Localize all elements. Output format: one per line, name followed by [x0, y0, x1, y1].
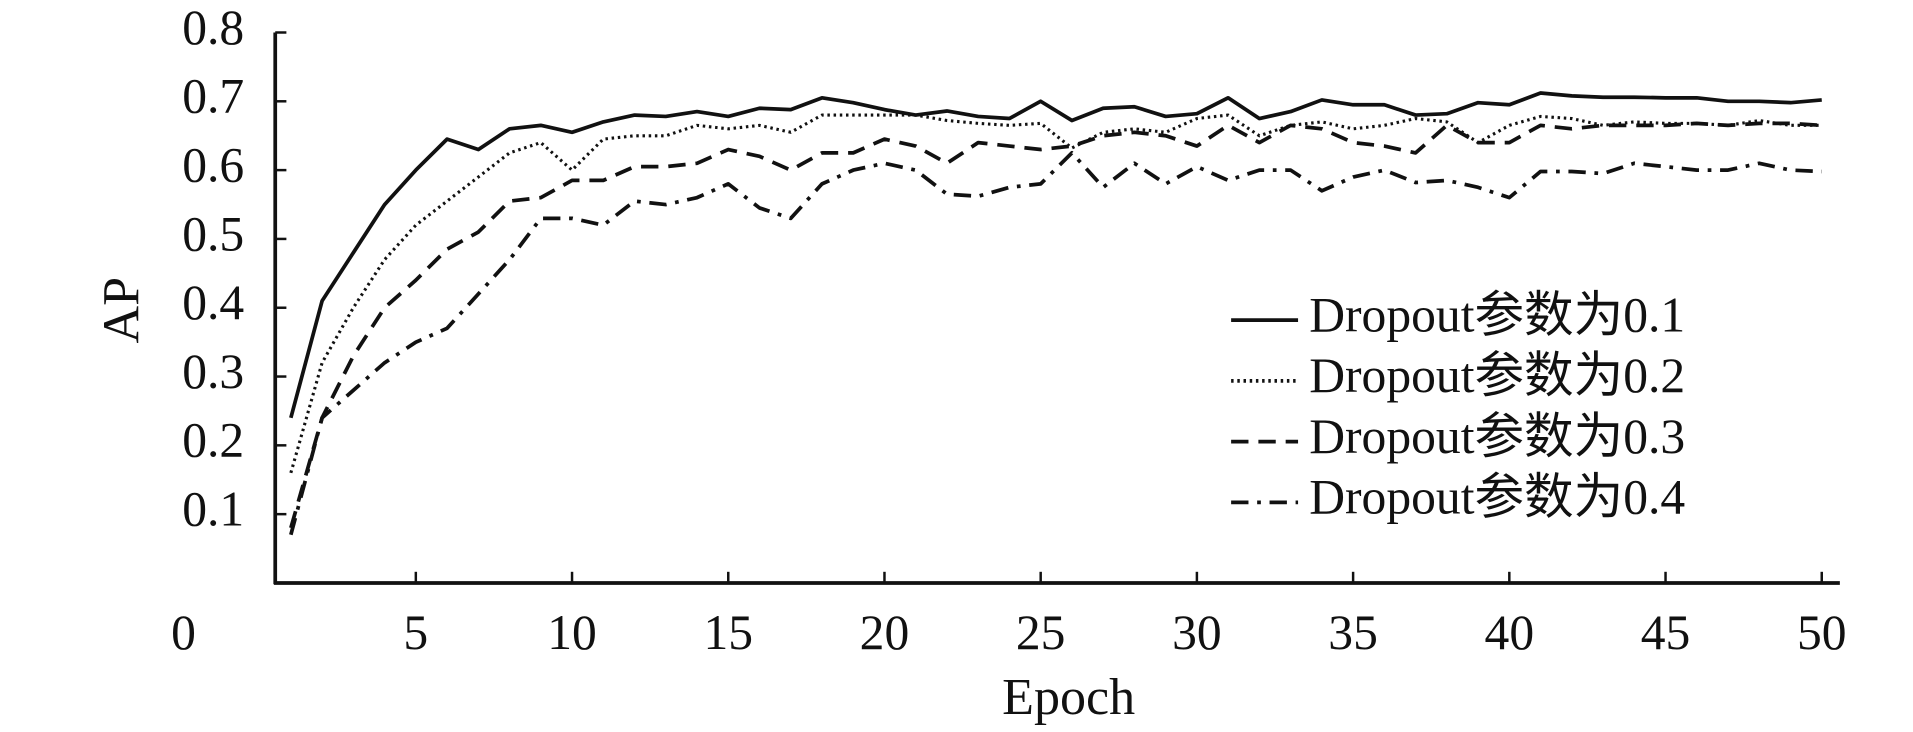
y-tick-label: 0.3: [182, 344, 244, 399]
data-line: [289, 121, 1822, 529]
x-tick-label: 50: [1797, 605, 1847, 660]
data-line: [289, 91, 1822, 419]
legend-label: Dropout参数为0.3: [1309, 409, 1685, 464]
legend-label: Dropout参数为0.2: [1309, 348, 1685, 403]
x-tick-label: 15: [703, 605, 753, 660]
y-tick-label: 0: [171, 605, 196, 660]
x-tick-label: 5: [403, 605, 428, 660]
y-tick-label: 0.2: [182, 413, 244, 468]
y-axis-title: AP: [93, 277, 150, 344]
legend-label: Dropout参数为0.4: [1309, 470, 1685, 525]
x-tick-label: 30: [1172, 605, 1222, 660]
x-tick-label: 20: [860, 605, 910, 660]
x-tick-label: 35: [1328, 605, 1378, 660]
x-tick-label: 25: [1016, 605, 1066, 660]
data-line: [289, 151, 1822, 536]
x-tick-label: 10: [547, 605, 597, 660]
y-tick-label: 0.6: [182, 137, 244, 192]
y-tick-label: 0.7: [182, 69, 244, 124]
x-tick-label: 45: [1641, 605, 1691, 660]
x-axis-title: Epoch: [1002, 669, 1135, 726]
legend-label: Dropout参数为0.1: [1309, 288, 1685, 343]
y-tick-label: 0.1: [182, 482, 244, 537]
y-tick-label: 0.8: [182, 0, 244, 55]
y-tick-label: 0.4: [182, 275, 244, 330]
x-tick-label: 40: [1485, 605, 1535, 660]
y-tick-label: 0.5: [182, 206, 244, 261]
